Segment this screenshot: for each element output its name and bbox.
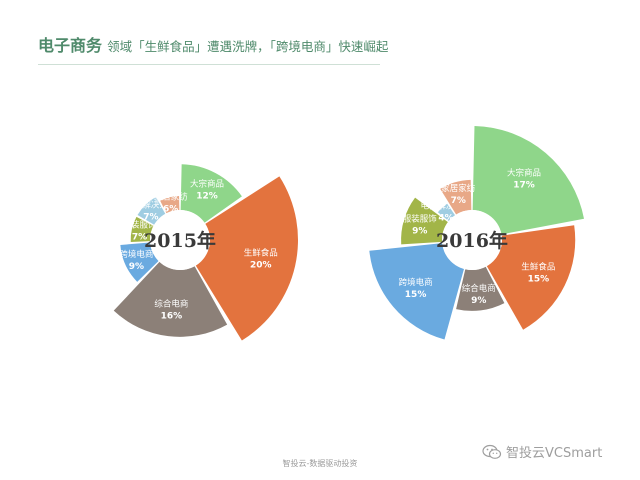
page-title: 电子商务 领域「生鲜食品」遭遇洗牌，「跨境电商」快速崛起 xyxy=(38,32,598,56)
donut-slice xyxy=(180,164,242,223)
slice-category-label: 家居家纺 xyxy=(154,192,189,203)
slice-percent-label: 16% xyxy=(161,312,183,322)
title-main: 电子商务 xyxy=(38,36,103,55)
slice-category-label: 服装服饰 xyxy=(403,213,438,224)
watermark-text: 智投云VCSmart xyxy=(506,446,603,461)
title-divider xyxy=(38,64,380,65)
donut-slice xyxy=(130,216,154,242)
donut-slice xyxy=(486,225,576,330)
slice-category-label: 跨境电商 xyxy=(399,277,433,288)
slice-category-label: 大宗商品 xyxy=(190,178,224,189)
footer-text: 智投云-数据驱动投资 xyxy=(282,459,358,468)
donut-slice xyxy=(456,266,505,311)
slice-category-label: 大宗商品 xyxy=(507,168,541,179)
slice-percent-label: 6% xyxy=(163,205,178,215)
slice-percent-label: 20% xyxy=(250,260,272,270)
slice-category-label: 生鲜食品 xyxy=(521,261,555,272)
slice-percent-label: 7% xyxy=(132,233,147,243)
donut-center-year: 2015年 xyxy=(144,229,216,252)
slice-category-label: 服装服饰 xyxy=(122,220,157,231)
donut-slice xyxy=(401,197,448,245)
donut-chart-2: 大宗商品 17% 生鲜食品 15% 综合电商 9% 跨境电商 15% 服装服饰 9% 电商解决方案 4… xyxy=(369,126,585,340)
donut-slice xyxy=(437,203,456,222)
donut-hole xyxy=(150,210,210,270)
slice-percent-label: 7% xyxy=(451,196,466,206)
slice-percent-label: 9% xyxy=(412,226,427,236)
donut-slice xyxy=(120,242,159,282)
donut-center-year: 2016年 xyxy=(436,229,508,252)
slice-category-label: 电商解决方案 xyxy=(420,201,472,212)
slice-percent-label: 12% xyxy=(196,191,218,201)
donut-slice xyxy=(160,196,180,214)
slice-category-label: 电商解决方案 xyxy=(125,199,177,210)
donut-slice xyxy=(195,176,298,341)
slice-category-label: 家居家纺 xyxy=(441,183,476,194)
slice-category-label: 生鲜食品 xyxy=(244,247,278,258)
slice-percent-label: 15% xyxy=(405,290,427,300)
slice-category-label: 跨境电商 xyxy=(119,249,153,260)
slice-percent-label: 9% xyxy=(471,296,486,306)
donut-slice xyxy=(472,126,585,235)
donut-slice xyxy=(137,197,166,225)
title-rest: 领域「生鲜食品」遭遇洗牌，「跨境电商」快速崛起 xyxy=(107,39,389,54)
slice-percent-label: 17% xyxy=(513,181,535,191)
donut-slice xyxy=(440,179,472,215)
slice-percent-label: 9% xyxy=(129,262,144,272)
donut-slice xyxy=(369,243,465,340)
donut-chart-1: 大宗商品12%生鲜食品20%综合电商16%跨境电商9%服装服饰7%电商解决方案7… xyxy=(113,164,298,341)
slice-percent-label: 7% xyxy=(143,212,158,222)
watermark: 智投云VCSmart xyxy=(482,442,602,461)
donut-hole xyxy=(442,210,502,270)
wechat-icon xyxy=(482,444,502,459)
slice-category-label: 综合电商 xyxy=(462,283,496,294)
slice-percent-label: 15% xyxy=(528,274,550,284)
slice-percent-label: 4% xyxy=(438,214,453,224)
donut-slice xyxy=(113,261,228,337)
slice-category-label: 综合电商 xyxy=(154,299,188,310)
